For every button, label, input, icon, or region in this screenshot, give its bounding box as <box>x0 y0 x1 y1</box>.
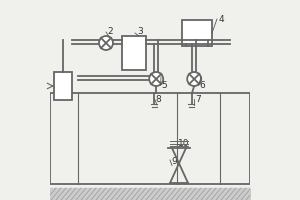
Bar <box>50 93 250 184</box>
Circle shape <box>187 72 201 86</box>
Text: 2: 2 <box>107 26 112 36</box>
Bar <box>122 36 146 70</box>
Circle shape <box>99 36 113 50</box>
Text: 6: 6 <box>200 81 205 90</box>
Text: 9: 9 <box>171 158 177 166</box>
Bar <box>182 20 212 46</box>
Text: 5: 5 <box>162 81 167 90</box>
Text: 8: 8 <box>156 96 161 104</box>
Circle shape <box>149 72 163 86</box>
Bar <box>54 72 72 100</box>
Text: 3: 3 <box>137 26 143 36</box>
Text: 4: 4 <box>219 15 225 23</box>
Text: 7: 7 <box>195 96 201 104</box>
Text: 10: 10 <box>178 138 189 148</box>
